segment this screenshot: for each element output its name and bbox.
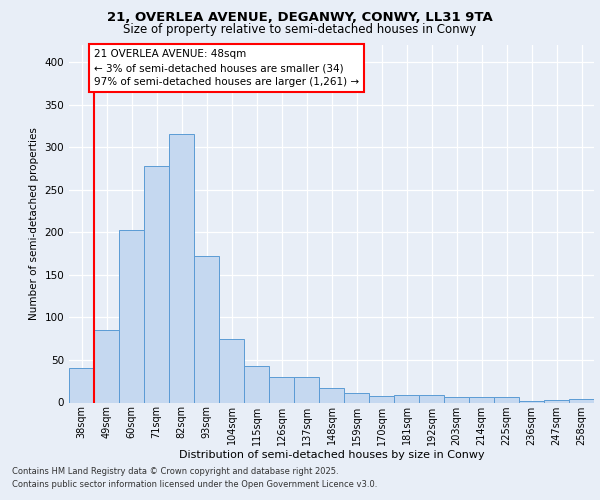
Bar [244, 366, 269, 403]
Bar [119, 230, 144, 402]
Text: 21, OVERLEA AVENUE, DEGANWY, CONWY, LL31 9TA: 21, OVERLEA AVENUE, DEGANWY, CONWY, LL31… [107, 11, 493, 24]
Bar [419, 395, 444, 402]
Bar [94, 330, 119, 402]
Bar [394, 395, 419, 402]
Bar [269, 377, 294, 402]
Bar [294, 377, 319, 402]
Text: Contains public sector information licensed under the Open Government Licence v3: Contains public sector information licen… [12, 480, 377, 489]
Bar [344, 393, 369, 402]
Bar [194, 256, 219, 402]
Bar [444, 396, 469, 402]
Bar [219, 338, 244, 402]
Bar [144, 166, 169, 402]
Y-axis label: Number of semi-detached properties: Number of semi-detached properties [29, 128, 39, 320]
Text: Size of property relative to semi-detached houses in Conwy: Size of property relative to semi-detach… [124, 22, 476, 36]
Bar [369, 396, 394, 402]
Bar [544, 400, 569, 402]
Text: 21 OVERLEA AVENUE: 48sqm
← 3% of semi-detached houses are smaller (34)
97% of se: 21 OVERLEA AVENUE: 48sqm ← 3% of semi-de… [94, 50, 359, 88]
Bar [469, 396, 494, 402]
Bar [169, 134, 194, 402]
Bar [569, 399, 594, 402]
Bar [494, 396, 519, 402]
Bar [319, 388, 344, 402]
Bar [519, 401, 544, 402]
Text: Contains HM Land Registry data © Crown copyright and database right 2025.: Contains HM Land Registry data © Crown c… [12, 467, 338, 476]
Bar [69, 368, 94, 402]
X-axis label: Distribution of semi-detached houses by size in Conwy: Distribution of semi-detached houses by … [179, 450, 484, 460]
